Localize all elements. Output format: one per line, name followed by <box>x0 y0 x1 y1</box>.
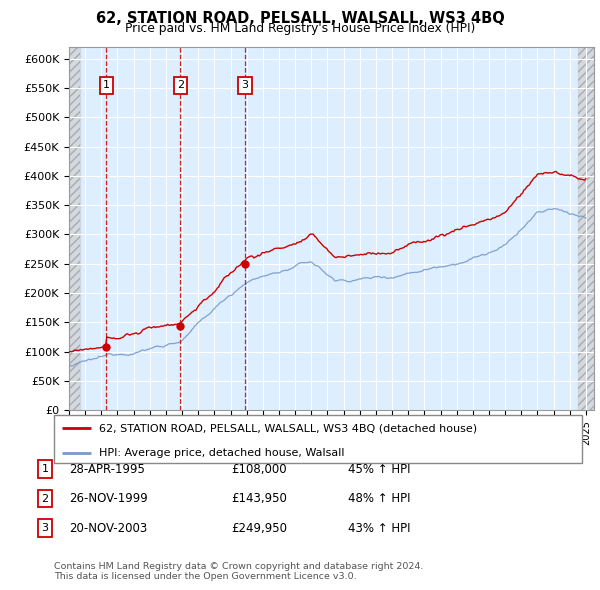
Text: 45% ↑ HPI: 45% ↑ HPI <box>348 463 410 476</box>
Text: 1: 1 <box>103 80 110 90</box>
Bar <box>69 47 80 410</box>
Text: 3: 3 <box>241 80 248 90</box>
Text: 62, STATION ROAD, PELSALL, WALSALL, WS3 4BQ: 62, STATION ROAD, PELSALL, WALSALL, WS3 … <box>95 11 505 25</box>
Bar <box>578 47 594 410</box>
Text: 43% ↑ HPI: 43% ↑ HPI <box>348 522 410 535</box>
Text: Price paid vs. HM Land Registry's House Price Index (HPI): Price paid vs. HM Land Registry's House … <box>125 22 475 35</box>
Text: £249,950: £249,950 <box>231 522 287 535</box>
Text: 1: 1 <box>41 464 49 474</box>
Text: 62, STATION ROAD, PELSALL, WALSALL, WS3 4BQ (detached house): 62, STATION ROAD, PELSALL, WALSALL, WS3 … <box>99 423 477 433</box>
Text: 2: 2 <box>41 494 49 503</box>
Text: Contains HM Land Registry data © Crown copyright and database right 2024.
This d: Contains HM Land Registry data © Crown c… <box>54 562 424 581</box>
Text: 28-APR-1995: 28-APR-1995 <box>69 463 145 476</box>
Bar <box>578 47 594 410</box>
Bar <box>69 47 80 410</box>
Text: 3: 3 <box>41 523 49 533</box>
Text: 48% ↑ HPI: 48% ↑ HPI <box>348 492 410 505</box>
Text: 26-NOV-1999: 26-NOV-1999 <box>69 492 148 505</box>
Text: 2: 2 <box>177 80 184 90</box>
Text: £108,000: £108,000 <box>231 463 287 476</box>
Text: HPI: Average price, detached house, Walsall: HPI: Average price, detached house, Wals… <box>99 447 344 457</box>
Text: 20-NOV-2003: 20-NOV-2003 <box>69 522 147 535</box>
Text: £143,950: £143,950 <box>231 492 287 505</box>
